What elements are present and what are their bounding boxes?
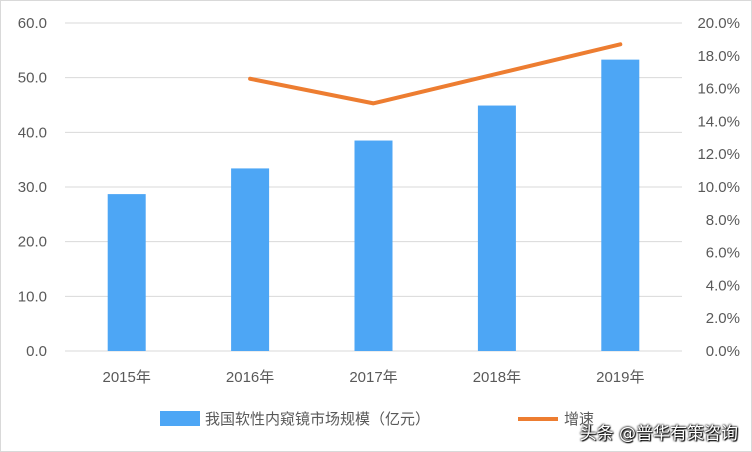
bar bbox=[354, 140, 393, 351]
right-axis-ticks: 0.0% 2.0% 4.0% 6.0% 8.0% 10.0% 12.0% 14.0% 16.0%… bbox=[697, 15, 740, 360]
bar-series bbox=[107, 59, 640, 352]
bar bbox=[601, 59, 640, 351]
right-tick-label: 20.0% bbox=[697, 15, 740, 32]
right-tick-label: 10.0% bbox=[697, 179, 740, 196]
right-tick-label: 8.0% bbox=[706, 212, 740, 229]
gridlines bbox=[65, 22, 682, 352]
legend-bar-swatch bbox=[160, 411, 200, 426]
legend: 我国软性内窥镜市场规模（亿元） 增速 bbox=[160, 410, 594, 428]
left-tick-label: 60.0 bbox=[18, 15, 47, 32]
right-tick-label: 12.0% bbox=[697, 146, 740, 163]
left-tick-label: 30.0 bbox=[18, 179, 47, 196]
left-tick-label: 40.0 bbox=[18, 124, 47, 141]
left-tick-label: 10.0 bbox=[18, 288, 47, 305]
right-tick-label: 0.0% bbox=[706, 343, 740, 360]
growth-line bbox=[248, 42, 623, 106]
right-tick-label: 2.0% bbox=[706, 310, 740, 327]
left-tick-label: 20.0 bbox=[18, 234, 47, 251]
line-series bbox=[248, 42, 623, 106]
x-tick-label: 2017年 bbox=[349, 369, 397, 386]
bar bbox=[231, 168, 270, 351]
right-tick-label: 6.0% bbox=[706, 245, 740, 262]
left-tick-label: 0.0 bbox=[26, 343, 47, 360]
right-tick-label: 18.0% bbox=[697, 48, 740, 65]
x-tick-label: 2018年 bbox=[473, 369, 521, 386]
right-tick-label: 4.0% bbox=[706, 277, 740, 294]
x-tick-label: 2015年 bbox=[103, 369, 151, 386]
legend-line-label: 增速 bbox=[564, 410, 594, 428]
x-tick-label: 2019年 bbox=[596, 369, 644, 386]
left-axis-ticks: 0.0 10.0 20.0 30.0 40.0 50.0 60.0 bbox=[18, 15, 47, 360]
x-tick-label: 2016年 bbox=[226, 369, 274, 386]
bar bbox=[477, 105, 516, 352]
x-axis-ticks: 2015年 2016年 2017年 2018年 2019年 bbox=[103, 369, 645, 386]
left-tick-label: 50.0 bbox=[18, 70, 47, 87]
right-tick-label: 16.0% bbox=[697, 81, 740, 98]
legend-bar-label: 我国软性内窥镜市场规模（亿元） bbox=[205, 410, 430, 428]
right-tick-label: 14.0% bbox=[697, 113, 740, 130]
bar bbox=[107, 194, 146, 351]
watermark: 头条 @普华有策咨询 bbox=[579, 424, 738, 444]
